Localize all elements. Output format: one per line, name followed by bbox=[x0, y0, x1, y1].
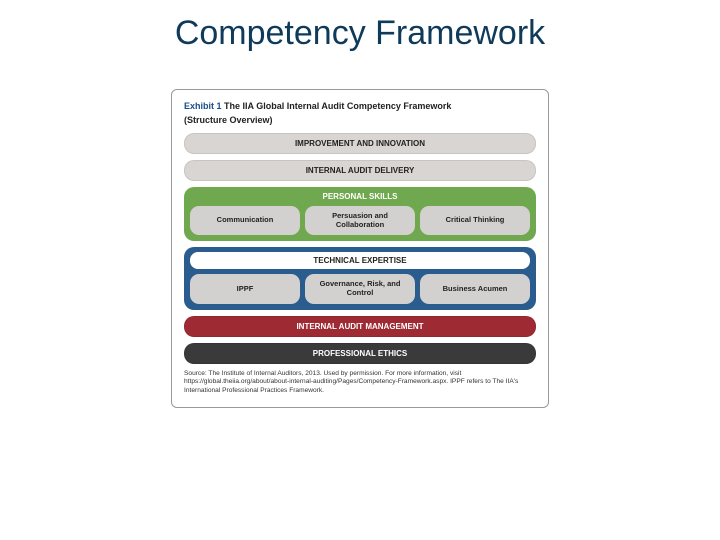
exhibit-subheading: (Structure Overview) bbox=[184, 115, 536, 125]
exhibit-container: Exhibit 1 The IIA Global Internal Audit … bbox=[171, 89, 549, 408]
group-personal-skills: PERSONAL SKILLS Communication Persuasion… bbox=[184, 187, 536, 241]
group-title-personal-skills: PERSONAL SKILLS bbox=[190, 192, 530, 201]
personal-skills-row: Communication Persuasion and Collaborati… bbox=[190, 206, 530, 235]
sub-ippf: IPPF bbox=[190, 274, 300, 303]
row-internal-audit-delivery: INTERNAL AUDIT DELIVERY bbox=[184, 160, 536, 181]
exhibit-label: Exhibit 1 bbox=[184, 101, 222, 111]
row-improvement-innovation: IMPROVEMENT AND INNOVATION bbox=[184, 133, 536, 154]
group-title-technical-expertise: TECHNICAL EXPERTISE bbox=[190, 252, 530, 269]
sub-critical-thinking: Critical Thinking bbox=[420, 206, 530, 235]
technical-expertise-row: IPPF Governance, Risk, and Control Busin… bbox=[190, 274, 530, 303]
row-internal-audit-mgmt: INTERNAL AUDIT MANAGEMENT bbox=[184, 316, 536, 337]
exhibit-heading: The IIA Global Internal Audit Competency… bbox=[224, 101, 451, 111]
sub-governance: Governance, Risk, and Control bbox=[305, 274, 415, 303]
row-professional-ethics: PROFESSIONAL ETHICS bbox=[184, 343, 536, 364]
source-text: Source: The Institute of Internal Audito… bbox=[184, 370, 536, 396]
sub-persuasion: Persuasion and Collaboration bbox=[305, 206, 415, 235]
group-technical-expertise: TECHNICAL EXPERTISE IPPF Governance, Ris… bbox=[184, 247, 536, 309]
sub-business-acumen: Business Acumen bbox=[420, 274, 530, 303]
sub-communication: Communication bbox=[190, 206, 300, 235]
slide-title: Competency Framework bbox=[0, 0, 720, 61]
exhibit-header: Exhibit 1 The IIA Global Internal Audit … bbox=[184, 100, 536, 112]
